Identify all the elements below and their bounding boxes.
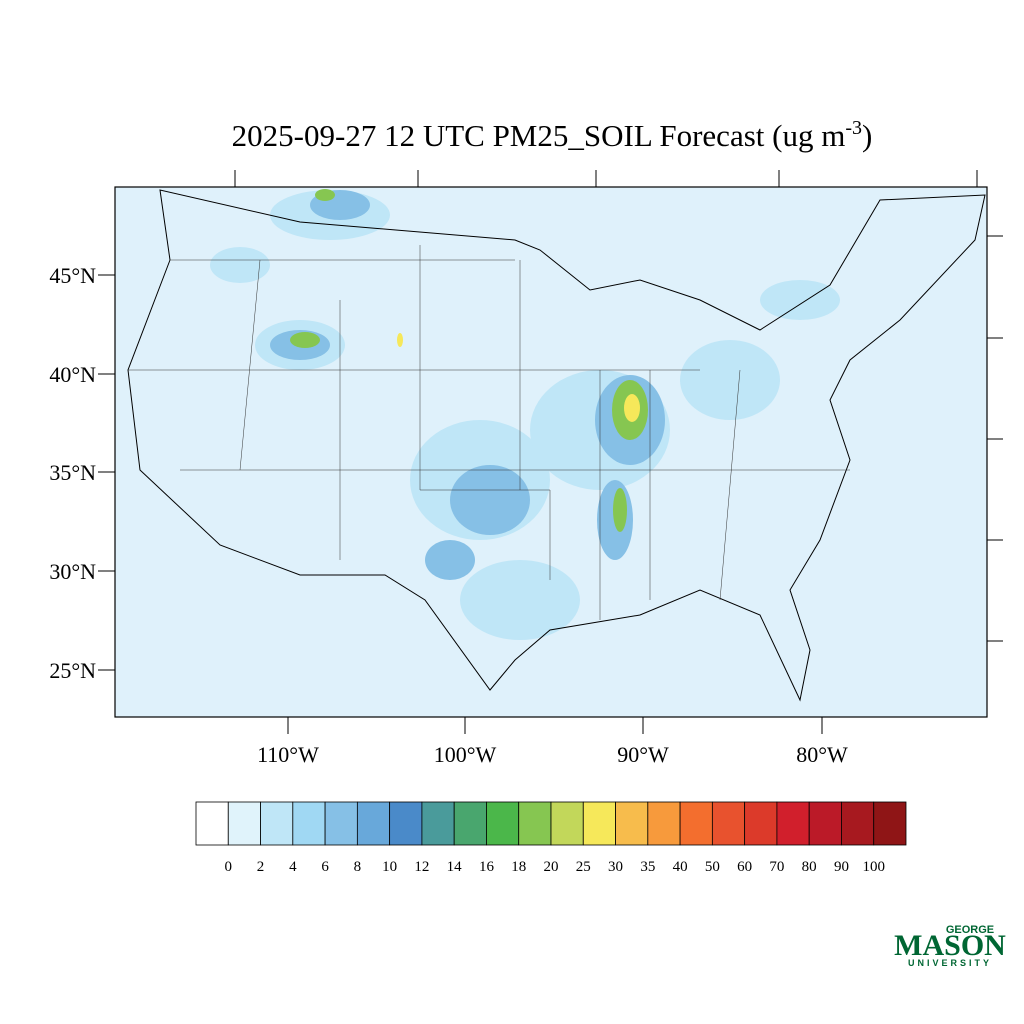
colorbar-box (841, 801, 875, 846)
colorbar-box (711, 801, 746, 846)
pm-field-high (290, 189, 648, 532)
logo-main: MASON (894, 929, 1006, 962)
colorbar-box (582, 801, 616, 846)
map-panel (98, 170, 1003, 734)
colorbar-box (195, 801, 229, 846)
colorbar-box (744, 801, 778, 846)
longitude-label: 80°W (796, 742, 848, 767)
colorbar-box (550, 801, 584, 846)
colorbar-box (679, 801, 713, 846)
colorbar-label: 20 (544, 859, 559, 875)
colorbar-box (260, 801, 294, 846)
colorbar-box (356, 801, 391, 846)
colorbar-label: 35 (640, 859, 655, 875)
colorbar-box (389, 801, 423, 846)
pm-field-peak (397, 333, 640, 422)
title: 2025-09-27 12 UTC PM25_SOIL Forecast (ug… (232, 117, 873, 153)
latitude-label: 30°N (49, 559, 96, 584)
colorbar-box (776, 801, 810, 846)
colorbar-box (647, 801, 681, 846)
colorbar-label: 8 (354, 859, 362, 875)
latitude-label: 40°N (49, 362, 96, 387)
colorbar-box (518, 801, 552, 846)
longitude-label: 110°W (257, 742, 319, 767)
colorbar-label: 50 (705, 859, 720, 875)
latitude-label: 45°N (49, 263, 96, 288)
colorbar-box (873, 801, 907, 846)
latitude-label: 35°N (49, 460, 96, 485)
colorbar-label: 0 (225, 859, 233, 875)
colorbar-box (324, 801, 358, 846)
longitude-label: 100°W (434, 742, 497, 767)
colorbar-label: 90 (834, 859, 849, 875)
state-lines (128, 245, 850, 620)
logo-bottom: UNIVERSITY (908, 958, 992, 968)
title-close: ) (862, 118, 872, 153)
colorbar-label: 4 (289, 859, 297, 875)
title-main: 2025-09-27 12 UTC PM25_SOIL Forecast (ug… (232, 118, 846, 153)
colorbar-box (453, 801, 487, 846)
colorbar-label: 60 (737, 859, 752, 875)
colorbar-label: 70 (769, 859, 784, 875)
colorbar-label: 80 (802, 859, 817, 875)
colorbar-box (615, 801, 649, 846)
colorbar-label: 30 (608, 859, 623, 875)
colorbar-label: 14 (447, 859, 463, 875)
colorbar-label: 25 (576, 859, 591, 875)
colorbar-label: 10 (382, 859, 397, 875)
colorbar-box (292, 801, 326, 846)
colorbar-label: 40 (673, 859, 688, 875)
colorbar-box (486, 801, 520, 846)
logo: GEORGE MASON UNIVERSITY (894, 924, 1006, 968)
colorbar-label: 6 (321, 859, 329, 875)
colorbar-box (227, 801, 261, 846)
colorbar-label: 16 (479, 859, 495, 875)
title-superscript: -3 (845, 117, 862, 139)
colorbar-box (421, 801, 455, 846)
latitude-label: 25°N (49, 658, 96, 683)
colorbar-label: 2 (257, 859, 265, 875)
colorbar-label: 12 (414, 859, 429, 875)
logo-top: GEORGE (946, 924, 994, 936)
colorbar-box (808, 801, 842, 846)
coastline (127, 189, 986, 702)
colorbar-label: 18 (511, 859, 526, 875)
axis-ticks (98, 170, 1003, 734)
colorbar-label: 100 (862, 859, 885, 875)
longitude-label: 90°W (617, 742, 669, 767)
